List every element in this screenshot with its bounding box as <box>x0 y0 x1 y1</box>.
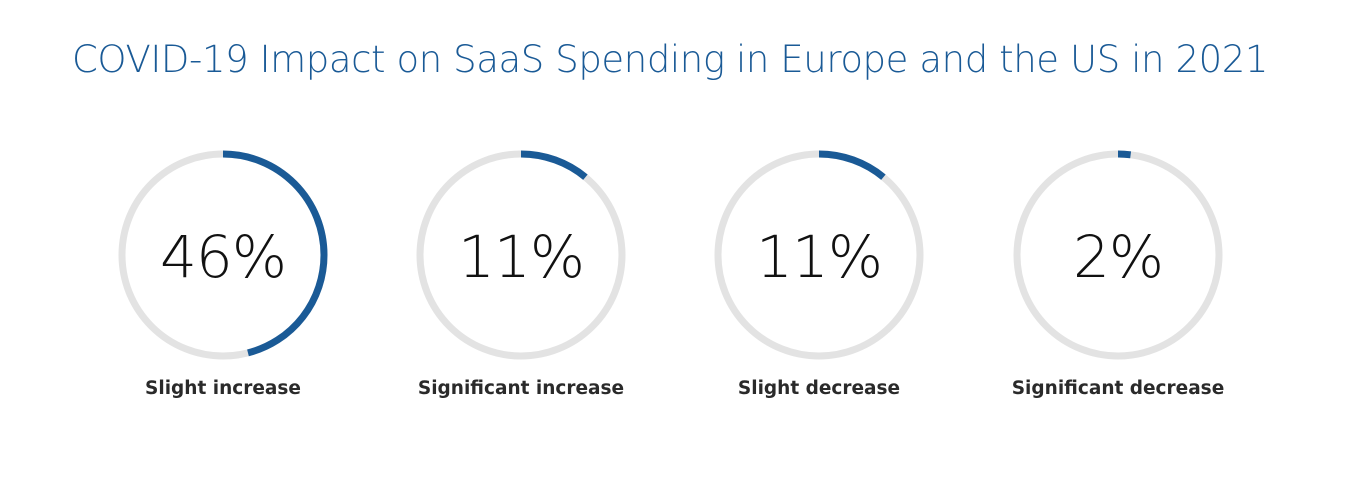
gauge-value: 11% <box>756 223 883 291</box>
gauge-significant-decrease: 2% Significant decrease <box>981 145 1241 405</box>
gauge-label: Significant increase <box>417 378 625 399</box>
gauge-ring <box>714 150 924 360</box>
gauge-label: Slight increase <box>145 378 301 399</box>
gauge-arc <box>416 150 626 360</box>
gauge-arc <box>714 150 924 360</box>
gauge-value: 2% <box>1072 223 1164 291</box>
gauge-arc <box>1013 150 1223 360</box>
gauge-ring <box>416 150 626 360</box>
gauge-label: Slight decrease <box>737 378 901 399</box>
gauge-slight-decrease: 11% Slight decrease <box>682 145 942 405</box>
gauge-slight-increase: 46% Slight increase <box>86 145 346 405</box>
gauge-arc <box>118 150 328 360</box>
gauge-value: 46% <box>160 223 287 291</box>
gauge-value: 11% <box>458 223 585 291</box>
gauge-ring <box>1013 150 1223 360</box>
gauge-significant-increase: 11% Significant increase <box>384 145 644 405</box>
gauge-ring <box>118 150 328 360</box>
chart-title: COVID-19 Impact on SaaS Spending in Euro… <box>71 38 1269 81</box>
gauge-label: Significant decrease <box>1011 378 1225 399</box>
